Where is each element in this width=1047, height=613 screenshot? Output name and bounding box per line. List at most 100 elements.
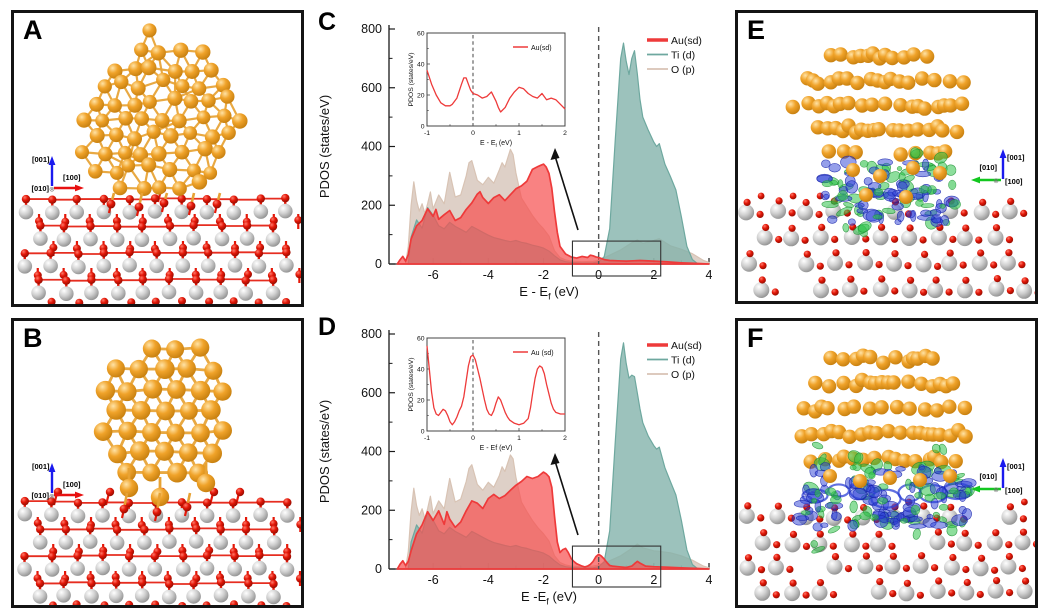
svg-text:60: 60 [417,336,425,343]
svg-text:-4: -4 [483,573,494,587]
panel-d-label: D [318,313,337,341]
svg-text:0: 0 [595,573,602,587]
svg-text:4: 4 [706,268,712,282]
gold-nanoparticle [93,338,232,507]
svg-text:⊗: ⊗ [993,178,999,185]
gold-cluster-layers [794,348,973,470]
svg-text:0: 0 [375,257,382,271]
axis-gizmo: [001] [100] [010] ⊗ [31,462,84,501]
svg-text:800: 800 [361,22,382,36]
svg-text:600: 600 [361,386,382,400]
svg-text:[001]: [001] [1007,153,1025,162]
svg-text:40: 40 [417,62,425,69]
svg-text:200: 200 [361,198,382,212]
panel-e: E [001] [010] ⊗ [100] [735,10,1038,304]
panel-f: F [001] [010] ⊗ [100] [735,318,1038,608]
zoom-region-box [571,545,662,588]
svg-text:-2: -2 [538,268,549,282]
interface-gold-atoms [846,161,947,204]
svg-text:-4: -4 [483,268,494,282]
svg-text:400: 400 [361,140,382,154]
svg-text:[010]: [010] [979,472,997,481]
svg-text:[100]: [100] [1005,486,1023,495]
svg-text:[001]: [001] [32,462,50,471]
svg-text:-1: -1 [424,435,430,442]
panel-c: C 0 200 400 600 800 -6 -4 -2 0 2 4 E - Ef (eV) PDOS … [312,8,712,310]
svg-text:Au (sd): Au (sd) [531,350,554,357]
svg-text:⊗: ⊗ [993,487,999,494]
svg-text:0: 0 [375,562,382,576]
series-ausd [396,163,710,265]
panel-a: A [001] [100] [010] ⊗ [11,10,304,307]
svg-text:[100]: [100] [63,480,81,489]
zoom-region-box [571,240,662,277]
axis-gizmo: [001] [100] [010] ⊗ [31,155,84,194]
svg-text:-1: -1 [424,130,430,137]
svg-text:Au(sd): Au(sd) [671,340,702,352]
svg-text:0: 0 [421,429,425,436]
svg-text:1: 1 [517,435,521,442]
svg-text:O (p): O (p) [671,369,695,381]
svg-text:[010]: [010] [979,163,997,172]
svg-text:Au(sd): Au(sd) [531,45,552,52]
panel-a-label: A [23,15,43,45]
tio2-slab [17,184,301,304]
svg-text:⊗: ⊗ [49,494,55,501]
svg-text:PDOS (states/eV): PDOS (states/eV) [408,52,415,106]
svg-text:Ti (d): Ti (d) [671,355,695,367]
charge-density-isosurface [816,147,961,238]
panel-c-label: C [318,8,337,36]
svg-text:800: 800 [361,327,382,341]
svg-text:-6: -6 [428,573,439,587]
svg-text:20: 20 [417,398,425,405]
interface-bonds [119,492,192,522]
svg-text:2: 2 [563,435,567,442]
pdos-series [396,342,710,570]
panel-d: D 0 200 400 600 800 -6 -4 -2 0 2 4 E -Ef (eV) PDOS (… [312,313,712,613]
inset-au-curve [426,345,565,426]
interface-gold-atoms [823,469,957,488]
svg-text:O (p): O (p) [671,64,695,76]
gold-atoms [74,23,248,196]
axis-gizmo: [001] [010] ⊗ [100] [971,458,1025,495]
svg-text:400: 400 [361,445,382,459]
svg-text:0: 0 [421,124,425,131]
zoom-arrow [550,148,579,231]
panel-b-label: B [23,323,43,353]
svg-text:600: 600 [361,81,382,95]
svg-text:4: 4 [706,573,712,587]
panel-e-label: E [747,15,766,45]
x-axis-label: E -Ef (eV) [521,589,577,606]
tio2-slab [17,487,301,605]
svg-text:0: 0 [595,268,602,282]
svg-text:20: 20 [417,93,425,100]
svg-text:PDOS (states/eV): PDOS (states/eV) [408,357,415,411]
series-ausd [396,471,710,570]
svg-text:40: 40 [417,367,425,374]
gold-atoms [93,338,232,483]
svg-text:[100]: [100] [63,173,81,182]
svg-text:[010]: [010] [31,184,49,193]
svg-text:0: 0 [471,130,475,137]
gold-cluster-layers [785,46,971,162]
panel-e-structure-canvas: [001] [010] ⊗ [100] [738,46,1035,299]
tio2-slab [738,498,1035,602]
inset-au-curve [426,69,566,113]
svg-text:2: 2 [650,573,657,587]
svg-text:[010]: [010] [31,491,49,500]
svg-text:E - Ef (eV): E - Ef (eV) [480,140,512,149]
svg-text:200: 200 [361,503,382,517]
axis-gizmo: [001] [010] ⊗ [100] [971,149,1025,186]
panel-a-structure-canvas: [001] [100] [010] ⊗ [17,23,301,304]
tio2-slab [738,192,1035,299]
svg-text:[001]: [001] [1007,462,1025,471]
panel-b: B [001] [100] [010] ⊗ [11,318,304,608]
svg-text:Au(sd): Au(sd) [671,35,702,47]
zoom-arrow [550,453,579,536]
svg-text:2: 2 [563,130,567,137]
pdos-series [396,42,710,265]
